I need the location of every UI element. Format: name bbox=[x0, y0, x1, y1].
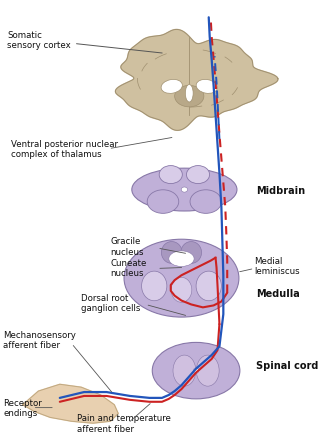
Ellipse shape bbox=[175, 86, 204, 108]
Ellipse shape bbox=[181, 242, 201, 264]
Ellipse shape bbox=[159, 166, 182, 184]
Text: Ventral posterior nuclear
complex of thalamus: Ventral posterior nuclear complex of tha… bbox=[11, 140, 118, 159]
Text: Pain and temperature
afferent fiber: Pain and temperature afferent fiber bbox=[77, 413, 171, 433]
Ellipse shape bbox=[147, 191, 179, 214]
Ellipse shape bbox=[152, 343, 240, 399]
Ellipse shape bbox=[132, 169, 237, 212]
Text: Medulla: Medulla bbox=[257, 288, 300, 298]
Ellipse shape bbox=[171, 278, 192, 303]
Text: Spinal cord: Spinal cord bbox=[257, 360, 319, 370]
Ellipse shape bbox=[173, 355, 196, 386]
Polygon shape bbox=[23, 385, 118, 423]
Text: Mechanosensory
afferent fiber: Mechanosensory afferent fiber bbox=[3, 330, 76, 350]
Ellipse shape bbox=[161, 242, 182, 264]
Ellipse shape bbox=[181, 187, 188, 193]
Ellipse shape bbox=[190, 191, 221, 214]
Text: Somatic
sensory cortex: Somatic sensory cortex bbox=[7, 31, 162, 54]
Ellipse shape bbox=[161, 80, 182, 94]
Ellipse shape bbox=[196, 80, 217, 94]
Text: Medial
leminiscus: Medial leminiscus bbox=[255, 256, 300, 276]
Text: Midbrain: Midbrain bbox=[257, 185, 306, 195]
Ellipse shape bbox=[142, 272, 167, 301]
Text: Receptor
endings: Receptor endings bbox=[3, 398, 42, 417]
Ellipse shape bbox=[193, 368, 199, 374]
Ellipse shape bbox=[124, 240, 239, 318]
Ellipse shape bbox=[196, 272, 221, 301]
Ellipse shape bbox=[196, 355, 219, 386]
Ellipse shape bbox=[186, 166, 209, 184]
Text: Dorsal root
ganglion cells: Dorsal root ganglion cells bbox=[81, 293, 141, 312]
Text: Cuneate
nucleus: Cuneate nucleus bbox=[111, 258, 147, 278]
Text: Gracile
nucleus: Gracile nucleus bbox=[111, 237, 144, 256]
Ellipse shape bbox=[185, 85, 193, 103]
Polygon shape bbox=[116, 30, 278, 131]
Ellipse shape bbox=[169, 251, 194, 267]
